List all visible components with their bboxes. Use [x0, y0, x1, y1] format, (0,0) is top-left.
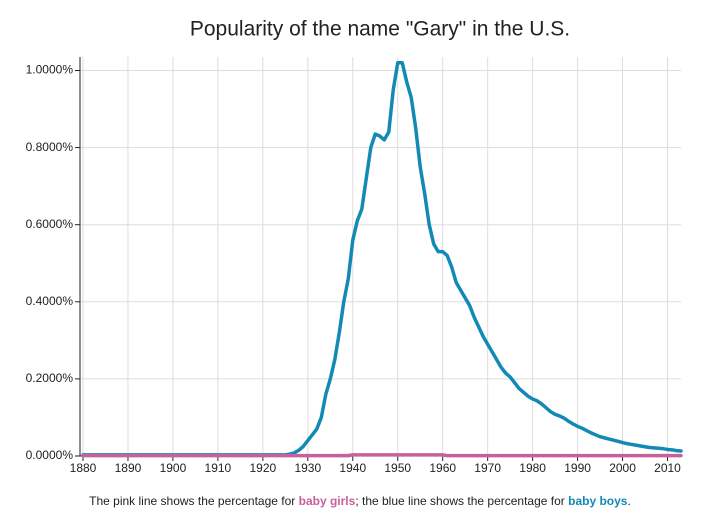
- y-tick-label: 0.0000%: [26, 448, 74, 462]
- x-tick-label: 1940: [339, 461, 366, 475]
- x-tick-label: 1920: [249, 461, 276, 475]
- x-tick-label: 1980: [519, 461, 546, 475]
- x-tick-label: 1930: [294, 461, 321, 475]
- x-tick-label: 1990: [564, 461, 591, 475]
- caption-text: ; the blue line shows the percentage for: [355, 494, 568, 508]
- y-tick-label: 0.8000%: [26, 140, 74, 154]
- legend-boys: baby boys: [568, 494, 628, 508]
- y-tick-label: 0.4000%: [26, 294, 74, 308]
- legend-girls: baby girls: [299, 494, 356, 508]
- chart-title: Popularity of the name "Gary" in the U.S…: [190, 18, 570, 41]
- y-tick-label: 1.0000%: [26, 63, 74, 77]
- x-tick-label: 1970: [474, 461, 501, 475]
- caption-text: .: [627, 494, 630, 508]
- x-tick-label: 1890: [115, 461, 142, 475]
- series-line: [81, 453, 683, 458]
- x-tick-label: 1950: [384, 461, 411, 475]
- caption-text: The pink line shows the percentage for: [89, 494, 298, 508]
- x-tick-label: 1910: [205, 461, 232, 475]
- y-tick-label: 0.2000%: [26, 371, 74, 385]
- x-tick-label: 1880: [70, 461, 97, 475]
- x-tick-label: 2010: [654, 461, 681, 475]
- x-tick-label: 1900: [160, 461, 187, 475]
- x-tick-label: 1960: [429, 461, 456, 475]
- x-tick-label: 2000: [609, 461, 636, 475]
- y-tick-label: 0.6000%: [26, 217, 74, 231]
- caption: The pink line shows the percentage for b…: [89, 494, 631, 508]
